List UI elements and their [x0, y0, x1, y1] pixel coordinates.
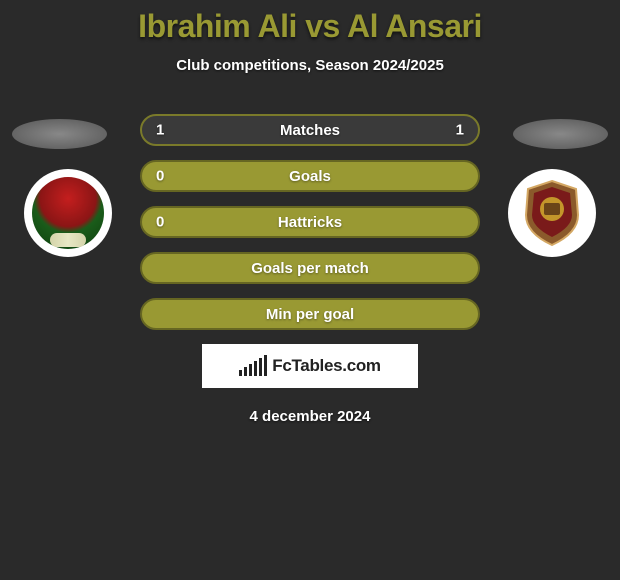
page-title: Ibrahim Ali vs Al Ansari [0, 8, 620, 45]
bar-chart-icon [239, 356, 267, 376]
stat-rows: 1 Matches 1 0 Goals 0 Hattricks Goals per match… [140, 114, 480, 330]
stats-area: 1 Matches 1 0 Goals 0 Hattricks Goals per match… [0, 114, 620, 330]
infographic-container: Ibrahim Ali vs Al Ansari Club competitio… [0, 0, 620, 425]
club-crest-left-icon [32, 177, 104, 249]
stat-row: Goals per match [140, 252, 480, 284]
subtitle: Club competitions, Season 2024/2025 [0, 57, 620, 74]
stat-label: Goals [289, 168, 331, 185]
stat-left-value: 0 [156, 214, 164, 231]
bar-icon-segment [249, 364, 252, 376]
stat-left-value: 1 [156, 122, 164, 139]
stat-left-value: 0 [156, 168, 164, 185]
stat-row: 0 Hattricks [140, 206, 480, 238]
stat-row: 1 Matches 1 [140, 114, 480, 146]
club-crest-right-icon [514, 175, 590, 251]
stat-row: 0 Goals [140, 160, 480, 192]
bar-icon-segment [264, 355, 267, 376]
bar-icon-segment [259, 358, 262, 376]
player-shadow-left [12, 119, 107, 149]
bar-icon-segment [244, 367, 247, 376]
brand-box: FcTables.com [202, 344, 418, 388]
club-badge-right [508, 169, 596, 257]
stat-label: Hattricks [278, 214, 342, 231]
stat-label: Goals per match [251, 260, 369, 277]
brand-text: FcTables.com [272, 356, 381, 376]
player-shadow-right [513, 119, 608, 149]
club-badge-left [24, 169, 112, 257]
bar-icon-segment [239, 370, 242, 376]
stat-row: Min per goal [140, 298, 480, 330]
bar-icon-segment [254, 361, 257, 376]
stat-right-value: 1 [456, 122, 464, 139]
stat-label: Matches [280, 122, 340, 139]
stat-label: Min per goal [266, 306, 354, 323]
footer-date: 4 december 2024 [0, 408, 620, 425]
